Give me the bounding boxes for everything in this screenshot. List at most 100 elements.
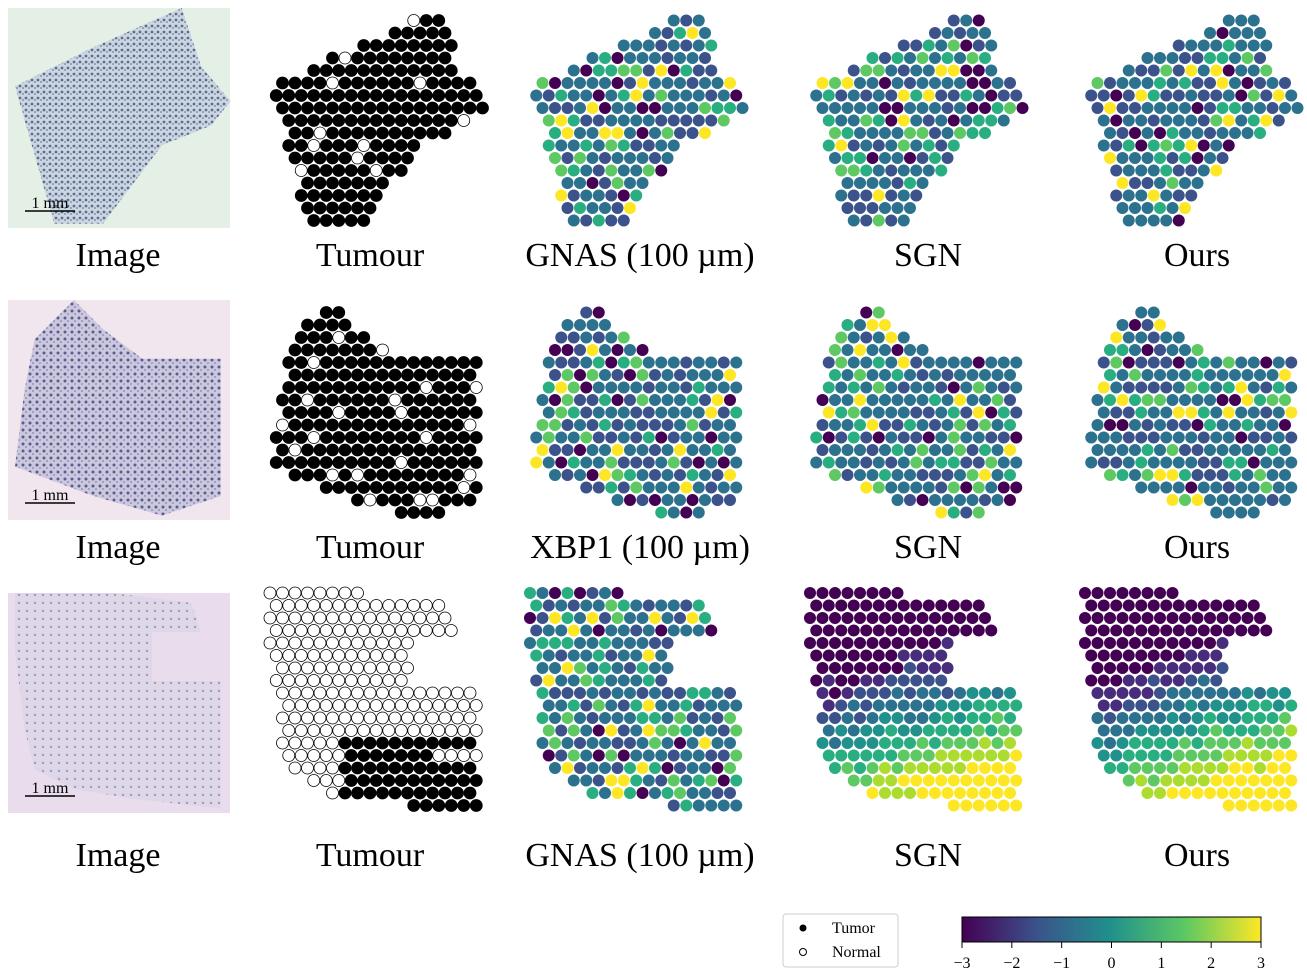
spot [867,127,879,139]
spot [1285,432,1297,444]
colorbar-tick-label: 0 [1108,955,1116,972]
spot [1210,750,1222,762]
spot [302,737,314,749]
spot [885,407,897,419]
spot [687,419,699,431]
spot [929,712,941,724]
spot [1110,357,1122,369]
spot [1279,787,1291,799]
spot [599,612,611,624]
spot [680,600,692,612]
spot [730,700,742,712]
spot [1010,357,1022,369]
spot [643,357,655,369]
spot [339,319,351,331]
spot [910,140,922,152]
spot [289,394,301,406]
spot [835,190,847,202]
spot [1254,444,1266,456]
spot [1123,432,1135,444]
spot [370,90,382,102]
spot [1004,444,1016,456]
spot [1242,77,1254,89]
spot [1129,712,1141,724]
spot [649,494,661,506]
spot [992,394,1004,406]
spot [1179,202,1191,214]
spot [314,319,326,331]
spot [904,52,916,64]
spot [458,457,470,469]
spot [910,407,922,419]
spot [630,140,642,152]
spot [730,432,742,444]
spot [339,469,351,481]
spot [1185,90,1197,102]
spot [593,140,605,152]
spot [283,407,295,419]
scale-bar-label: 1 mm [32,780,69,797]
spot [829,712,841,724]
spot [414,27,426,39]
spot [295,190,307,202]
spot [1192,494,1204,506]
spot [302,687,314,699]
spot [414,612,426,624]
spot [320,165,332,177]
spot [985,65,997,77]
spot [693,482,705,494]
spot [730,775,742,787]
spot [985,750,997,762]
spot [1148,432,1160,444]
spot [699,762,711,774]
spot [1217,469,1229,481]
spot [860,700,872,712]
spot [302,419,314,431]
spot [562,202,574,214]
spot [555,750,567,762]
spot [979,394,991,406]
spot [377,444,389,456]
spot [1242,612,1254,624]
spot [1135,65,1147,77]
spot [314,127,326,139]
spot [549,737,561,749]
spot [568,382,580,394]
spot [395,600,407,612]
spot [954,494,966,506]
spot [1273,725,1285,737]
spot [985,432,997,444]
spot [333,407,345,419]
spot [289,419,301,431]
spot [917,152,929,164]
spot [605,140,617,152]
spot [823,675,835,687]
spot [364,127,376,139]
spot [1179,444,1191,456]
spot [923,482,935,494]
spot [333,332,345,344]
spot [1098,600,1110,612]
spot [383,40,395,52]
spot [283,432,295,444]
spot [1204,77,1216,89]
spot [929,762,941,774]
spot [649,612,661,624]
spot [320,140,332,152]
spot [1254,27,1266,39]
spot [973,65,985,77]
spot [724,494,736,506]
spot [555,90,567,102]
spot [308,165,320,177]
spot [1248,432,1260,444]
spot [1260,65,1272,77]
spot [612,712,624,724]
spot [1285,482,1297,494]
spot [979,419,991,431]
spot [1248,357,1260,369]
spot [842,127,854,139]
spot [712,369,724,381]
spot [433,725,445,737]
spot [574,344,586,356]
spot [358,215,370,227]
